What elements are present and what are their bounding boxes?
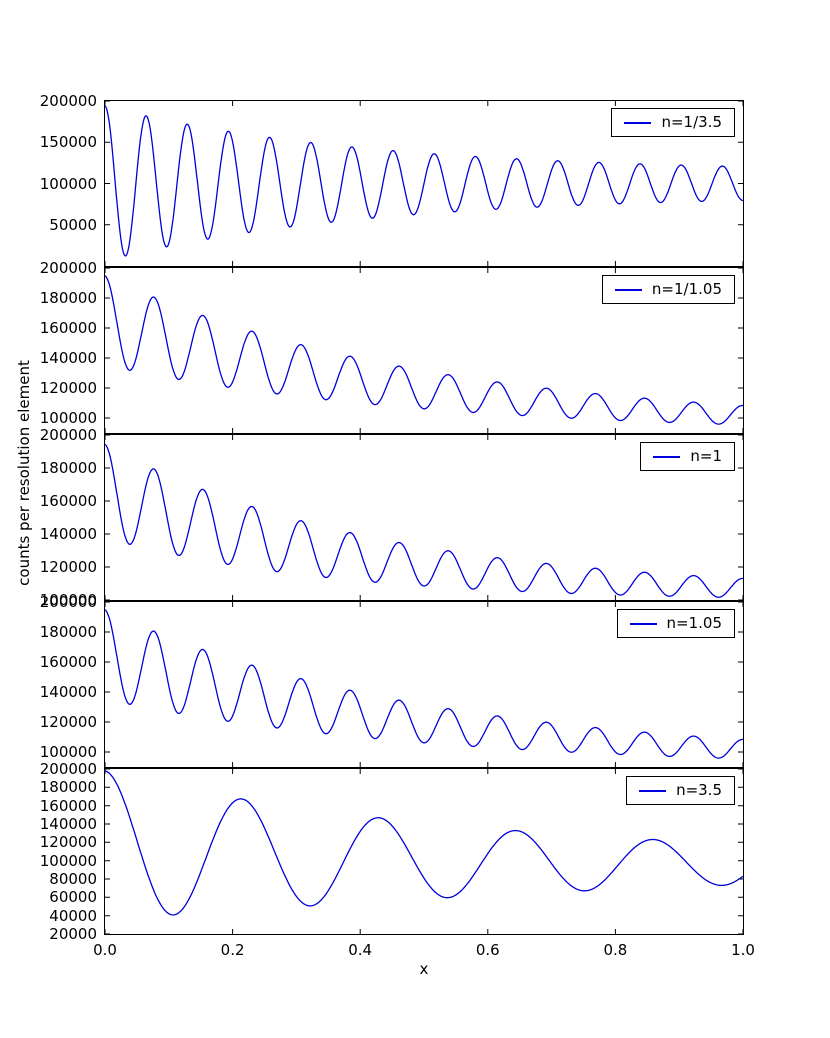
y-tick-label: 180000 [39, 623, 97, 641]
plot-area [105, 769, 743, 934]
x-axis-label: x [419, 960, 429, 978]
y-tick-label: 100000 [39, 591, 97, 609]
y-tick-label: 150000 [39, 133, 97, 152]
y-tick-label: 160000 [39, 796, 97, 815]
legend-label: n=1.05 [666, 614, 722, 632]
tick-marks [105, 769, 743, 934]
x-tick-label: 0.6 [475, 941, 500, 959]
x-tick-label: 0.2 [220, 941, 245, 959]
legend-label: n=1/1.05 [651, 280, 722, 298]
legend-box: n=3.5 [626, 776, 735, 805]
y-tick-label: 100000 [39, 174, 97, 193]
subplot-3: n=1 [104, 434, 744, 601]
legend-box: n=1.05 [616, 609, 735, 638]
curve-line [105, 609, 743, 759]
curve-line [105, 105, 743, 257]
y-tick-label: 160000 [39, 319, 97, 337]
y-tick-label: 200000 [39, 426, 97, 444]
y-tick-label: 140000 [39, 683, 97, 701]
subplot-1: n=1/3.5 [104, 100, 744, 267]
plot-area [105, 435, 743, 600]
curve-line [105, 275, 743, 425]
y-tick-label: 80000 [49, 870, 97, 888]
x-tick-label: 0.8 [603, 941, 628, 959]
y-tick-label: 40000 [49, 906, 97, 925]
subplot-2: n=1/1.05 [104, 267, 744, 434]
legend-line-sample [614, 288, 642, 291]
y-tick-label: 100000 [39, 851, 97, 870]
y-tick-label: 200000 [39, 259, 97, 277]
x-tick-label: 0.4 [348, 941, 373, 959]
y-tick-label: 120000 [39, 833, 97, 852]
legend-line-sample [653, 455, 681, 458]
legend-line-sample [639, 789, 667, 792]
legend-box: n=1 [640, 442, 735, 471]
y-tick-label: 180000 [39, 778, 97, 797]
legend-box: n=1/1.05 [601, 275, 735, 304]
y-tick-label: 160000 [39, 492, 97, 510]
legend-label: n=1 [690, 447, 722, 465]
y-tick-label: 200000 [39, 760, 97, 778]
tick-marks [105, 268, 743, 433]
y-tick-label: 120000 [39, 379, 97, 397]
y-tick-label: 140000 [39, 525, 97, 543]
legend-line-sample [624, 121, 652, 124]
y-tick-label: 20000 [49, 925, 97, 943]
tick-marks [105, 602, 743, 767]
tick-marks [105, 101, 743, 266]
tick-marks [105, 435, 743, 600]
y-tick-label: 200000 [39, 593, 97, 611]
plot-area [105, 101, 743, 266]
y-tick-label: 120000 [39, 558, 97, 576]
subplot-4: n=1.05 [104, 601, 744, 768]
y-tick-label: 50000 [49, 215, 97, 234]
plot-area [105, 268, 743, 433]
x-tick-label: 0.0 [93, 941, 117, 959]
legend-label: n=3.5 [676, 781, 722, 799]
y-tick-label: 180000 [39, 289, 97, 307]
plot-area [105, 602, 743, 767]
y-tick-label: 180000 [39, 459, 97, 477]
curve-line [105, 770, 743, 916]
y-tick-label: 60000 [49, 888, 97, 907]
legend-box: n=1/3.5 [611, 108, 735, 137]
legend-line-sample [629, 622, 657, 625]
y-tick-label: 140000 [39, 349, 97, 367]
y-tick-label: 140000 [39, 815, 97, 833]
subplot-5: n=3.5 [104, 768, 744, 935]
legend-label: n=1/3.5 [661, 113, 722, 131]
y-tick-label: 100000 [39, 743, 97, 761]
y-tick-label: 160000 [39, 653, 97, 671]
y-tick-label: 120000 [39, 713, 97, 731]
y-tick-label: 200000 [39, 92, 97, 110]
y-tick-label: 100000 [39, 409, 97, 427]
curve-line [105, 443, 743, 598]
x-tick-label: 1.0 [731, 941, 755, 959]
